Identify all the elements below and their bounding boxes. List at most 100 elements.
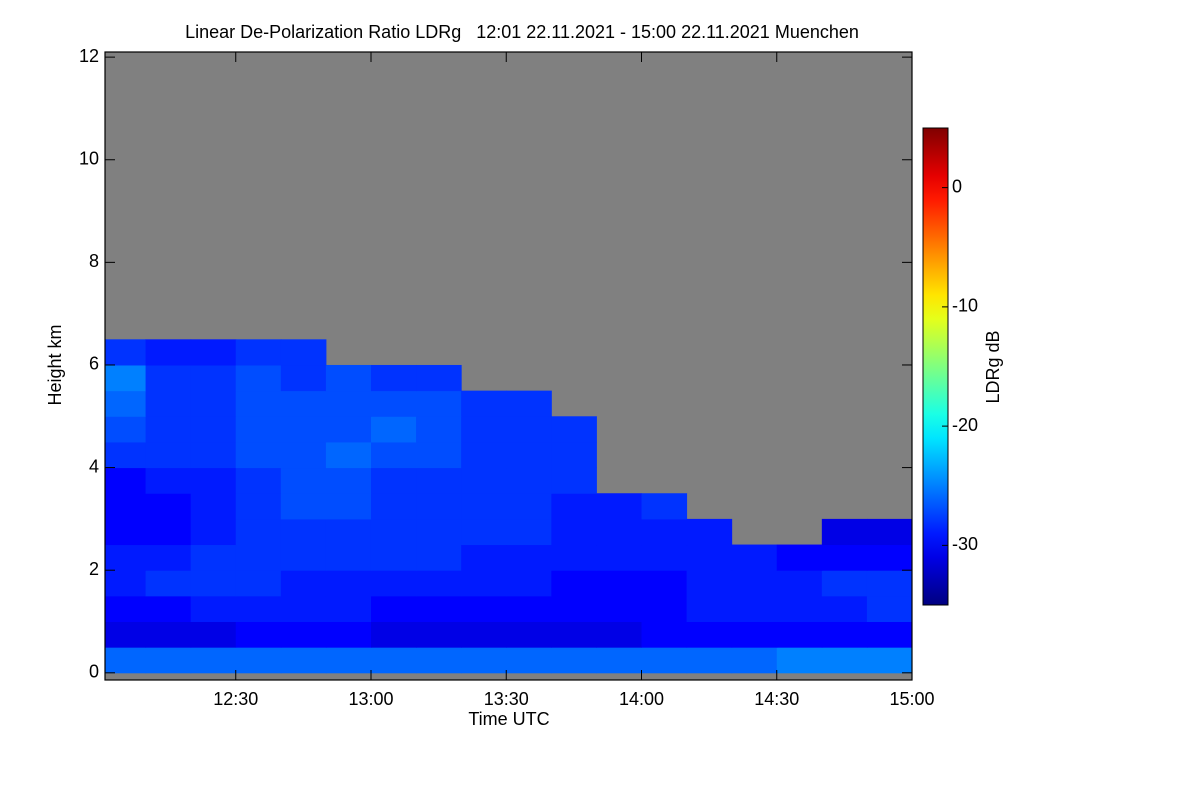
colorbar	[922, 127, 949, 606]
heatmap-cell	[325, 364, 372, 392]
heatmap-cell	[370, 647, 417, 674]
heatmap-cell	[686, 544, 733, 571]
heatmap-cell	[461, 416, 507, 443]
heatmap-cell	[416, 570, 462, 597]
heatmap-cell	[416, 416, 462, 443]
heatmap-cell	[866, 518, 913, 546]
heatmap-cell	[596, 647, 642, 674]
heatmap-cell	[280, 364, 327, 392]
x-tick-label: 15:00	[889, 689, 934, 709]
heatmap-cell	[280, 467, 327, 494]
heatmap-cell	[551, 467, 597, 494]
heatmap-cell	[235, 570, 282, 597]
colorbar-label: LDRg dB	[983, 330, 1003, 403]
heatmap-cell	[416, 390, 462, 417]
heatmap-cell	[145, 390, 192, 417]
heatmap-cell	[190, 467, 237, 494]
heatmap-cell	[190, 364, 237, 392]
heatmap-cell	[370, 621, 417, 648]
heatmap-cell	[506, 416, 552, 443]
heatmap-cell	[280, 339, 327, 366]
heatmap-cell	[190, 647, 237, 674]
colorbar-tick-label: -30	[952, 534, 978, 554]
heatmap-cell	[235, 364, 282, 392]
heatmap-cell	[280, 390, 327, 417]
heatmap-cell	[461, 441, 507, 469]
heatmap-cell	[325, 544, 372, 571]
heatmap-cell	[686, 595, 733, 623]
heatmap-cell	[551, 416, 597, 443]
heatmap-cell	[325, 518, 372, 546]
heatmap-cell	[145, 339, 192, 366]
heatmap-cell	[105, 416, 147, 443]
x-tick-label: 13:30	[484, 689, 529, 709]
heatmap-cell	[506, 467, 552, 494]
heatmap-cell	[145, 364, 192, 392]
heatmap-cell	[105, 621, 147, 648]
heatmap-cell	[506, 518, 552, 546]
heatmap-cell	[190, 518, 237, 546]
heatmap-cell	[190, 544, 237, 571]
x-tick-label: 13:00	[348, 689, 393, 709]
heatmap-cell	[370, 467, 417, 494]
heatmap-cell	[641, 595, 688, 623]
heatmap-cell	[461, 544, 507, 571]
heatmap-cell	[105, 595, 147, 623]
heatmap-cell	[235, 416, 282, 443]
heatmap-cell	[145, 595, 192, 623]
heatmap-cell	[280, 570, 327, 597]
heatmap-cell	[551, 518, 597, 546]
heatmap-cell	[866, 621, 913, 648]
heatmap-cell	[731, 621, 778, 648]
heatmap-cell	[235, 595, 282, 623]
heatmap-cell	[821, 518, 868, 546]
heatmap-cell	[370, 364, 417, 392]
heatmap-cell	[641, 647, 688, 674]
heatmap-cell	[145, 570, 192, 597]
heatmap-cell	[551, 647, 597, 674]
x-tick-label: 14:30	[754, 689, 799, 709]
heatmap-cell	[506, 493, 552, 520]
heatmap-cell	[821, 544, 868, 571]
heatmap-cell	[145, 518, 192, 546]
heatmap-cell	[370, 518, 417, 546]
colorbar-tick-label: -10	[952, 296, 978, 316]
heatmap-cell	[461, 595, 507, 623]
x-tick-label: 12:30	[213, 689, 258, 709]
heatmap-cell	[596, 570, 642, 597]
heatmap-cell	[325, 595, 372, 623]
heatmap-cell	[235, 339, 282, 366]
heatmap-cell	[325, 493, 372, 520]
heatmap-cell	[731, 570, 778, 597]
heatmap-cell	[325, 570, 372, 597]
heatmap-cell	[776, 544, 823, 571]
heatmap-cell	[776, 570, 823, 597]
heatmap-cell	[686, 621, 733, 648]
heatmap-cell	[145, 441, 192, 469]
heatmap-cell	[370, 390, 417, 417]
heatmap-cell	[370, 493, 417, 520]
heatmap-cell	[370, 570, 417, 597]
heatmap-cell	[551, 570, 597, 597]
colorbar-tick-label: -20	[952, 415, 978, 435]
heatmap-cell	[105, 467, 147, 494]
heatmap-cell	[596, 518, 642, 546]
heatmap-cell	[416, 493, 462, 520]
heatmap-cell	[280, 595, 327, 623]
heatmap-cell	[821, 570, 868, 597]
heatmap-cell	[325, 621, 372, 648]
heatmap-cell	[506, 621, 552, 648]
heatmap-cell	[145, 544, 192, 571]
chart-title: Linear De-Polarization Ratio LDRg 12:01 …	[185, 22, 859, 42]
heatmap-cell	[506, 595, 552, 623]
y-tick-label: 8	[89, 251, 99, 271]
heatmap-cell	[866, 647, 913, 674]
heatmap-cell	[506, 544, 552, 571]
heatmap-cell	[416, 647, 462, 674]
heatmap-cell	[416, 364, 462, 392]
heatmap-cell	[776, 621, 823, 648]
heatmap-cell	[461, 570, 507, 597]
heatmap-cell	[370, 441, 417, 469]
heatmap-cell	[461, 518, 507, 546]
heatmap-cell	[105, 390, 147, 417]
